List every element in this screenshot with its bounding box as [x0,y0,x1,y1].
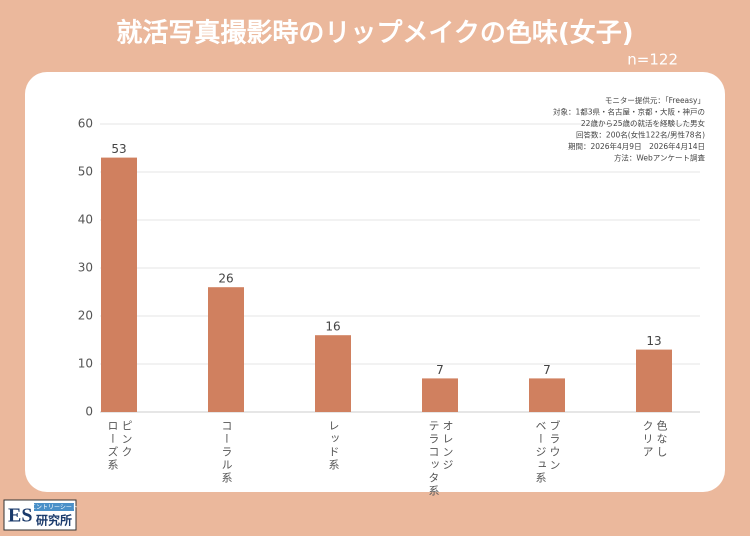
y-tick-label: 40 [78,213,93,227]
data-label: 53 [111,142,126,156]
subtitle: n=122 [627,51,678,69]
bar [636,349,672,412]
bar [101,157,137,412]
y-tick-label: 10 [78,357,93,371]
y-tick-label: 0 [85,405,93,419]
data-label: 7 [543,363,551,377]
y-tick-label: 30 [78,261,93,275]
bar [422,378,458,412]
data-label: 13 [646,334,661,348]
note: 22歳から25歳の就活を経験した男女 [581,118,706,128]
logo-tagline: エントリーシート [30,504,78,511]
logo-band [34,503,74,511]
note: 回答数：200名(女性122名/男性78名) [576,130,705,140]
x-tick-label: 色なし クリア [641,420,668,459]
data-label: 7 [436,363,444,377]
logo: ES エントリーシート 研究所 [3,499,78,531]
x-tick-label: コーラル系 [220,420,233,485]
y-tick-label: 20 [78,309,93,323]
logo-mark: ES [8,505,32,527]
x-tick-label: ブラウン ベージュ系 [534,420,561,485]
note: 期間：2026年4月9日 2026年4月14日 [568,141,705,151]
x-tick-label: ピンク ローズ系 [106,420,133,472]
note: モニター提供元：「Freeasy」 [605,95,705,105]
data-label: 16 [325,320,340,334]
data-label: 26 [218,272,233,286]
y-tick-label: 60 [78,117,93,131]
bar [529,378,565,412]
y-tick-label: 50 [78,165,93,179]
x-tick-label: レッド系 [327,420,340,472]
x-tick-label: オレンジ テラコッタ系 [427,420,454,498]
logo-name: 研究所 [36,513,72,528]
bar [208,287,244,412]
bar [315,335,351,412]
chart-title: 就活写真撮影時のリップメイクの色味(女子) [116,18,633,49]
note: 対象：1都3県・名古屋・京都・大阪・神戸の [553,107,705,117]
note: 方法：Webアンケート調査 [614,153,706,163]
